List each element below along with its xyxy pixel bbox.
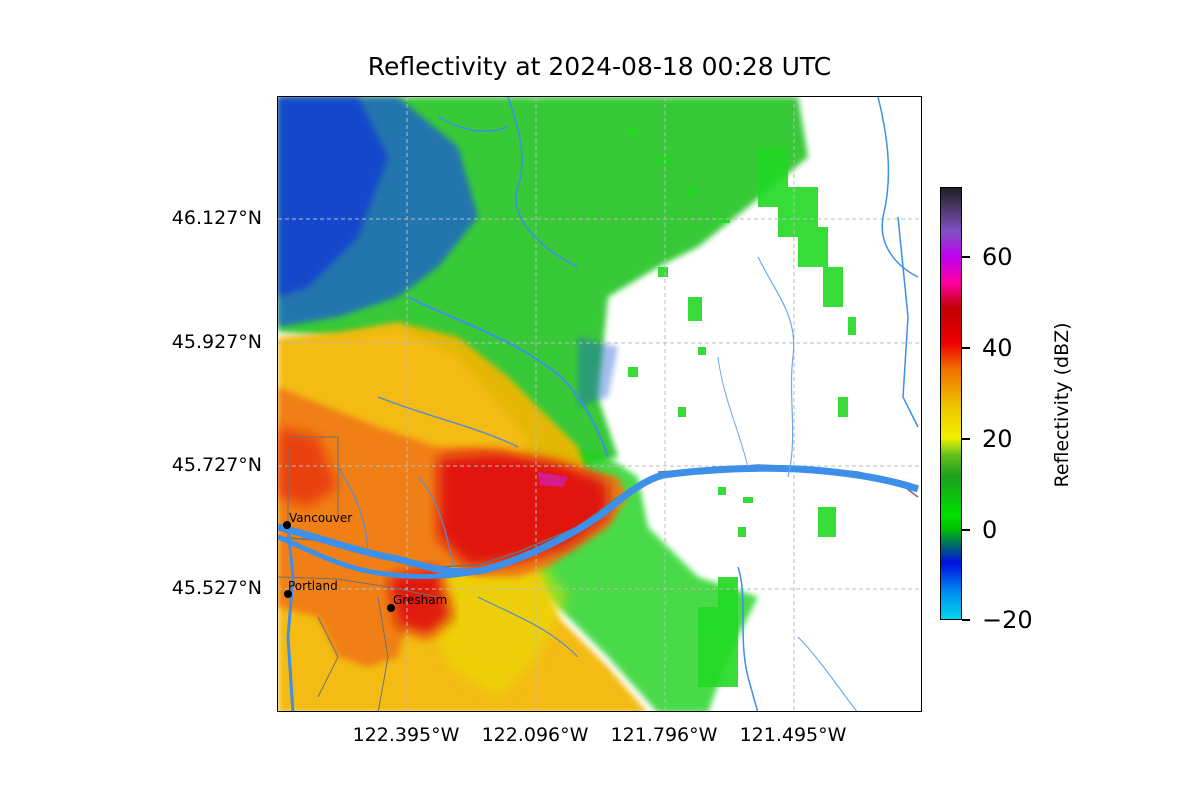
lat-label-1: 46.127°N bbox=[171, 207, 262, 229]
lon-label-4: 121.495°W bbox=[739, 724, 847, 746]
colorbar-tick-40 bbox=[962, 347, 970, 349]
city-label-portland: Portland bbox=[288, 579, 338, 593]
lat-label-4: 45.527°N bbox=[171, 577, 262, 599]
lon-label-2: 122.096°W bbox=[481, 724, 589, 746]
radar-map[interactable]: Vancouver Portland Gresham bbox=[277, 96, 922, 712]
lat-label-3: 45.727°N bbox=[171, 454, 262, 476]
lon-label-1: 122.395°W bbox=[352, 724, 460, 746]
colorbar-label-0: 0 bbox=[982, 516, 998, 544]
city-label-vancouver: Vancouver bbox=[289, 511, 352, 525]
colorbar-title: Reflectivity (dBZ) bbox=[1051, 322, 1073, 488]
colorbar-label-60: 60 bbox=[982, 243, 1013, 271]
map-gridlines bbox=[278, 97, 921, 711]
colorbar-label-minus20: −20 bbox=[982, 606, 1033, 634]
colorbar-tick-20 bbox=[962, 438, 970, 440]
city-marker-vancouver bbox=[283, 521, 291, 529]
colorbar bbox=[940, 187, 962, 620]
city-marker-gresham bbox=[387, 604, 395, 612]
lat-label-2: 45.927°N bbox=[171, 331, 262, 353]
colorbar-tick-minus20 bbox=[962, 619, 970, 621]
echo-scattered-cells bbox=[608, 127, 856, 687]
lon-label-3: 121.796°W bbox=[610, 724, 718, 746]
colorbar-label-40: 40 bbox=[982, 334, 1013, 362]
city-marker-portland bbox=[284, 590, 292, 598]
map-title: Reflectivity at 2024-08-18 00:28 UTC bbox=[367, 52, 832, 81]
echo-blue-region bbox=[278, 97, 618, 407]
city-markers: Vancouver Portland Gresham bbox=[283, 511, 447, 612]
river-lines bbox=[278, 97, 920, 711]
colorbar-tick-0 bbox=[962, 529, 970, 531]
colorbar-label-20: 20 bbox=[982, 425, 1013, 453]
radar-map-canvas: Vancouver Portland Gresham bbox=[278, 97, 921, 711]
city-label-gresham: Gresham bbox=[393, 593, 447, 607]
colorbar-tick-60 bbox=[962, 256, 970, 258]
